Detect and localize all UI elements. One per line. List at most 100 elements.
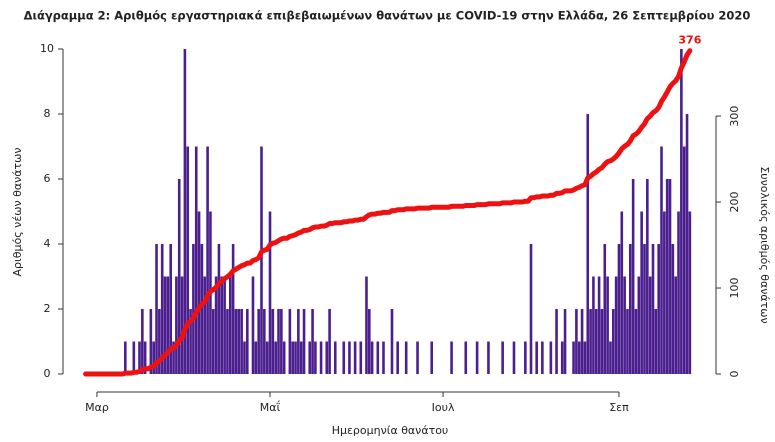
bar xyxy=(280,309,283,374)
bar xyxy=(297,309,300,374)
line xyxy=(83,48,693,377)
bar xyxy=(152,341,155,374)
y2-tick-label: 0 xyxy=(728,371,741,378)
bar xyxy=(614,276,618,374)
x-tick-label: Σεπ xyxy=(609,401,629,414)
bar xyxy=(609,341,612,374)
bar xyxy=(302,309,306,374)
bar xyxy=(251,276,255,374)
bar xyxy=(688,211,692,374)
bar xyxy=(382,341,385,374)
bar xyxy=(586,114,590,374)
bar xyxy=(524,341,527,374)
x-tick-label: Μαρ xyxy=(85,401,109,414)
bar xyxy=(629,244,632,374)
bar xyxy=(663,211,666,374)
bar xyxy=(342,341,346,374)
y2-tick-label: 100 xyxy=(728,278,741,299)
chart-title: Διάγραμμα 2: Αριθμός εργαστηριακά επιβεβ… xyxy=(24,9,751,23)
bar xyxy=(682,146,686,374)
bar xyxy=(314,341,317,374)
bar xyxy=(370,341,374,374)
bar xyxy=(487,341,490,374)
y2-tick-label: 300 xyxy=(728,106,741,127)
bar xyxy=(674,276,677,374)
bar xyxy=(257,309,260,374)
data-label: 376 xyxy=(678,34,701,47)
y-tick-label: 4 xyxy=(44,237,51,250)
x-tick-label: Μαΐ xyxy=(260,400,281,414)
bar xyxy=(246,309,249,374)
bar xyxy=(175,276,178,374)
bar xyxy=(671,244,675,374)
bar xyxy=(634,309,638,374)
bar xyxy=(308,341,312,374)
bar xyxy=(575,309,578,374)
bar xyxy=(430,341,434,374)
bar xyxy=(177,179,181,374)
bar xyxy=(603,244,607,374)
bar xyxy=(359,341,363,374)
bar xyxy=(243,341,246,374)
bar xyxy=(623,276,626,374)
bar xyxy=(268,211,272,374)
bar xyxy=(141,309,144,374)
bar xyxy=(611,309,615,374)
x-tick-label: Ιουλ xyxy=(432,401,455,414)
bar xyxy=(155,244,158,374)
bar xyxy=(220,276,224,374)
bar xyxy=(263,309,266,374)
bar xyxy=(390,309,394,374)
bar xyxy=(288,309,292,374)
bar xyxy=(348,341,351,374)
bar xyxy=(572,341,575,374)
bar xyxy=(657,244,660,374)
bar xyxy=(368,309,371,374)
bar xyxy=(172,341,175,374)
bar xyxy=(211,309,215,374)
bar xyxy=(183,49,187,374)
bar xyxy=(328,309,331,374)
bar xyxy=(214,276,218,374)
bar xyxy=(475,341,479,374)
bar xyxy=(365,276,368,374)
y2-tick-label: 200 xyxy=(728,192,741,213)
bar xyxy=(197,211,201,374)
y-axis-label: Αριθμός νέων θανάτων xyxy=(11,148,24,277)
bar xyxy=(376,341,380,374)
bar xyxy=(138,341,141,374)
bar xyxy=(192,244,195,374)
bar xyxy=(464,341,468,374)
bar xyxy=(529,244,533,374)
bar xyxy=(450,341,453,374)
bar xyxy=(685,114,689,374)
bar xyxy=(223,276,226,374)
bar xyxy=(194,146,198,374)
bar xyxy=(143,341,147,374)
bar xyxy=(549,341,553,374)
bar xyxy=(234,309,238,374)
bar xyxy=(589,309,592,374)
bar xyxy=(200,244,204,374)
bar xyxy=(186,146,190,374)
bar xyxy=(637,276,641,374)
bar xyxy=(217,244,221,374)
bar xyxy=(648,276,652,374)
bar xyxy=(333,341,337,374)
x-axis-label: Ημερομηνία θανάτου xyxy=(332,424,449,437)
bar xyxy=(597,276,601,374)
bar xyxy=(237,309,241,374)
bar xyxy=(353,341,357,374)
bar xyxy=(260,146,263,374)
bar xyxy=(294,341,297,374)
y-tick-label: 2 xyxy=(44,302,51,315)
bar xyxy=(277,309,280,374)
bar xyxy=(254,341,258,374)
bar xyxy=(665,179,669,374)
bar xyxy=(580,309,584,374)
y-tick-label: 8 xyxy=(44,107,51,120)
bar xyxy=(299,341,303,374)
bar xyxy=(231,244,235,374)
bar xyxy=(124,341,127,374)
